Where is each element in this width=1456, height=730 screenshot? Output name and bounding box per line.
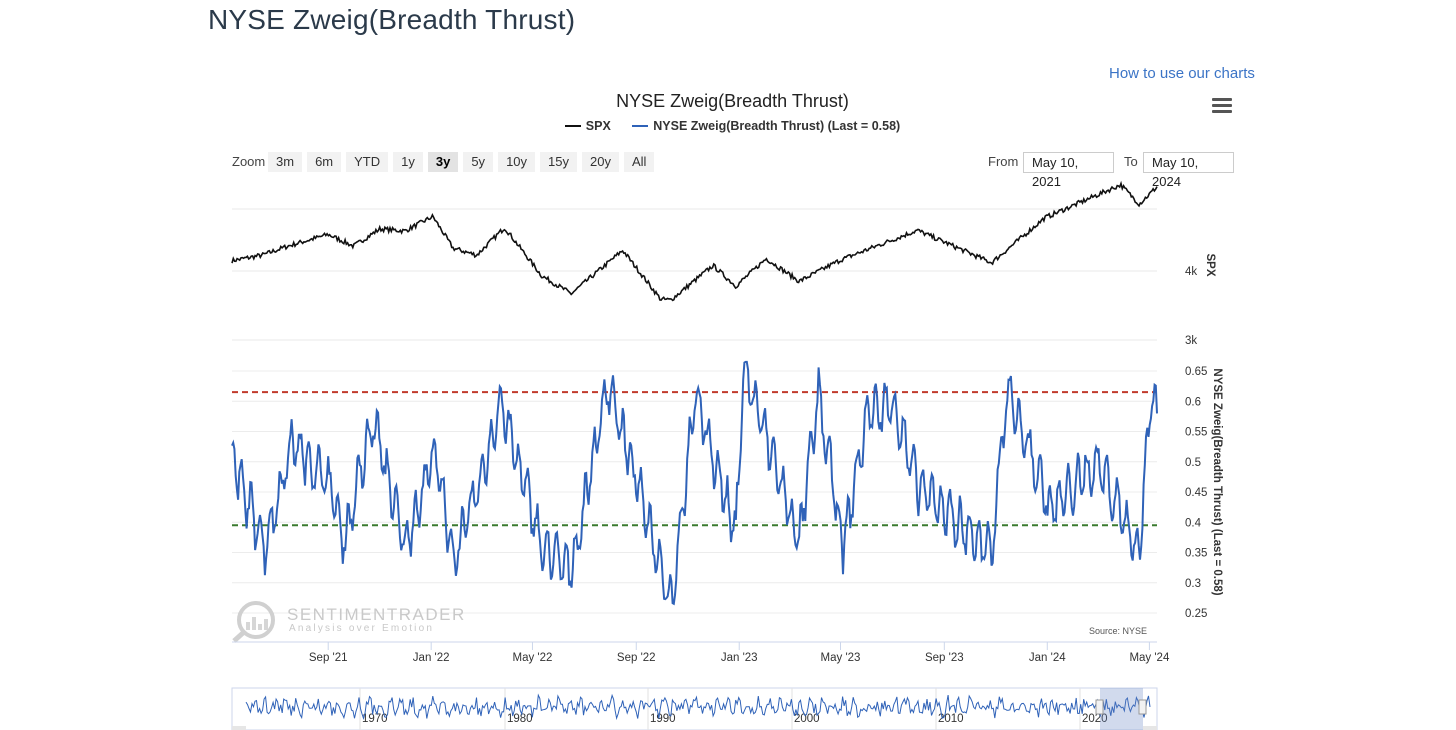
magnifier-icon bbox=[237, 601, 275, 639]
zoom-button-5y[interactable]: 5y bbox=[463, 152, 494, 172]
zoom-button-all[interactable]: All bbox=[623, 152, 655, 172]
page-title: NYSE Zweig(Breadth Thrust) bbox=[208, 4, 576, 35]
watermark-brand: SENTIMENTRADER bbox=[287, 605, 466, 624]
navigator-scroll-right bbox=[1143, 726, 1157, 730]
x-axis-tick: Sep '21 bbox=[309, 652, 348, 664]
zoom-button-10y[interactable]: 10y bbox=[498, 152, 536, 172]
spx-axis-tick: 4k bbox=[1185, 266, 1197, 278]
to-date-input[interactable]: May 10, 2024 bbox=[1143, 152, 1234, 189]
zoom-button-1y[interactable]: 1y bbox=[393, 152, 423, 172]
source-note: Source: NYSE bbox=[1089, 626, 1147, 636]
navigator-tick: 1980 bbox=[507, 713, 533, 725]
legend-label-spx: SPX bbox=[585, 119, 611, 133]
zweig-axis-tick: 0.4 bbox=[1185, 517, 1202, 529]
spx-series-line bbox=[231, 180, 1158, 302]
magnifier-handle bbox=[232, 630, 246, 643]
to-label: To bbox=[1124, 154, 1138, 169]
from-label: From bbox=[988, 154, 1019, 169]
legend-label-zweig: NYSE Zweig(Breadth Thrust) (Last = 0.58) bbox=[653, 119, 901, 133]
zweig-axis-tick: 0.6 bbox=[1185, 396, 1201, 408]
navigator-tick: 1970 bbox=[362, 713, 388, 725]
logo-bar bbox=[264, 619, 268, 630]
zoom-button-15y[interactable]: 15y bbox=[540, 152, 577, 172]
from-date-input[interactable]: May 10, 2021 bbox=[1023, 152, 1114, 189]
chart-legend: SPX NYSE Zweig(Breadth Thrust) (Last = 0… bbox=[0, 119, 1456, 133]
spx-axis-title: SPX bbox=[1204, 253, 1216, 276]
zoom-button-6m[interactable]: 6m bbox=[307, 152, 342, 172]
navigator-panel[interactable]: 1970 1980 1990 2000 2010 2020 bbox=[231, 687, 1158, 730]
logo-bar bbox=[252, 617, 256, 630]
navigator-tick: 2000 bbox=[794, 713, 820, 725]
logo-bar bbox=[258, 624, 262, 630]
zoom-button-20y[interactable]: 20y bbox=[582, 152, 619, 172]
zweig-axis-title: NYSE Zweig(Breadth Thrust) (Last = 0.58) bbox=[1211, 368, 1223, 595]
zoom-button-group: 3m 6m YTD 1y 3y 5y 10y 15y 20y All bbox=[268, 152, 655, 172]
chart-title: NYSE Zweig(Breadth Thrust) bbox=[616, 91, 849, 111]
help-link[interactable]: How to use our charts bbox=[1109, 65, 1255, 82]
zweig-axis-tick: 0.5 bbox=[1185, 457, 1201, 469]
navigator-scroll-left bbox=[232, 726, 246, 730]
legend-line-icon bbox=[564, 124, 581, 127]
navigator-handle-left bbox=[1095, 699, 1104, 715]
x-axis-tick: May '24 bbox=[1129, 652, 1170, 664]
legend-item-spx[interactable]: SPX bbox=[564, 119, 611, 133]
navigator-tick: 2020 bbox=[1082, 713, 1108, 725]
navigator-handle-right bbox=[1138, 699, 1147, 715]
x-axis-tick: Sep '23 bbox=[925, 652, 964, 664]
legend-item-zweig[interactable]: NYSE Zweig(Breadth Thrust) (Last = 0.58) bbox=[632, 119, 900, 133]
zweig-axis-tick: 0.65 bbox=[1185, 366, 1207, 378]
x-axis-tick: Jan '23 bbox=[721, 652, 758, 664]
logo-bar bbox=[246, 622, 250, 630]
zoom-button-3y[interactable]: 3y bbox=[427, 152, 459, 172]
zweig-axis-tick: 0.35 bbox=[1185, 548, 1207, 560]
spx-axis-tick: 3k bbox=[1185, 335, 1197, 347]
zweig-series-line bbox=[231, 360, 1158, 606]
zoom-button-3m[interactable]: 3m bbox=[268, 152, 303, 172]
x-axis-tick: Sep '22 bbox=[617, 652, 656, 664]
navigator-tick: 1990 bbox=[650, 713, 676, 725]
legend-line-icon bbox=[632, 124, 649, 127]
zweig-axis-tick: 0.3 bbox=[1185, 578, 1201, 590]
x-axis-tick: May '23 bbox=[821, 652, 861, 664]
zoom-label: Zoom bbox=[232, 154, 266, 169]
navigator-frame bbox=[231, 687, 1158, 730]
x-axis-tick: Jan '22 bbox=[413, 652, 450, 664]
watermark-tagline: Analysis over Emotion bbox=[289, 623, 434, 634]
zweig-axis-tick: 0.55 bbox=[1185, 427, 1207, 439]
navigator-series-line bbox=[245, 693, 1151, 721]
zweig-axis-tick: 0.45 bbox=[1185, 487, 1207, 499]
zweig-axis-tick: 0.25 bbox=[1185, 608, 1207, 620]
x-axis-tick: May '22 bbox=[512, 652, 552, 664]
zoom-button-ytd[interactable]: YTD bbox=[346, 152, 389, 172]
x-axis-tick: Jan '24 bbox=[1029, 652, 1066, 664]
navigator-selection bbox=[1100, 688, 1143, 730]
hamburger-menu-icon[interactable] bbox=[1212, 98, 1232, 116]
